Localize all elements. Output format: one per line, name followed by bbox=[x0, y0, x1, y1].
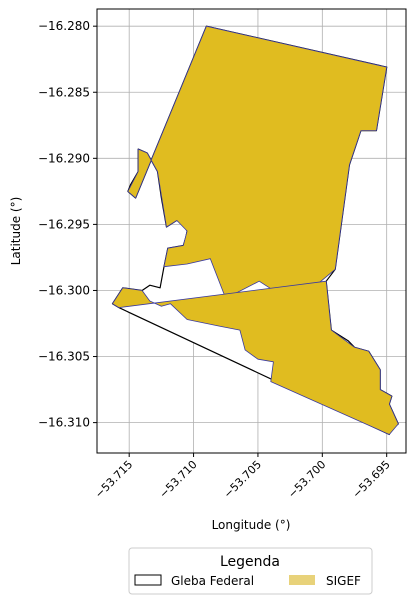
sigef-polygon bbox=[112, 280, 399, 435]
y-tick-label: −16.290 bbox=[38, 151, 90, 165]
y-tick-label: −16.310 bbox=[38, 416, 90, 430]
y-tick-label: −16.305 bbox=[38, 350, 90, 364]
sigef-polygon bbox=[127, 25, 388, 305]
legend-label-sigef: SIGEF bbox=[326, 574, 361, 588]
y-tick-label: −16.280 bbox=[38, 19, 90, 33]
axes-frame bbox=[96, 8, 407, 454]
y-axis-label: Latitude (°) bbox=[9, 197, 23, 266]
legend: Legenda Gleba Federal SIGEF bbox=[128, 547, 373, 595]
legend-title: Legenda bbox=[220, 554, 280, 570]
y-tick-label: −16.295 bbox=[38, 217, 90, 231]
legend-swatch-gleba-federal bbox=[134, 574, 162, 586]
legend-label-gleba-federal: Gleba Federal bbox=[171, 574, 254, 588]
y-tick-label: −16.300 bbox=[38, 283, 90, 297]
map-polygons bbox=[111, 25, 399, 436]
x-axis-label: Longitude (°) bbox=[212, 518, 291, 532]
y-tick-label: −16.285 bbox=[38, 85, 90, 99]
legend-swatch-sigef bbox=[289, 575, 315, 585]
